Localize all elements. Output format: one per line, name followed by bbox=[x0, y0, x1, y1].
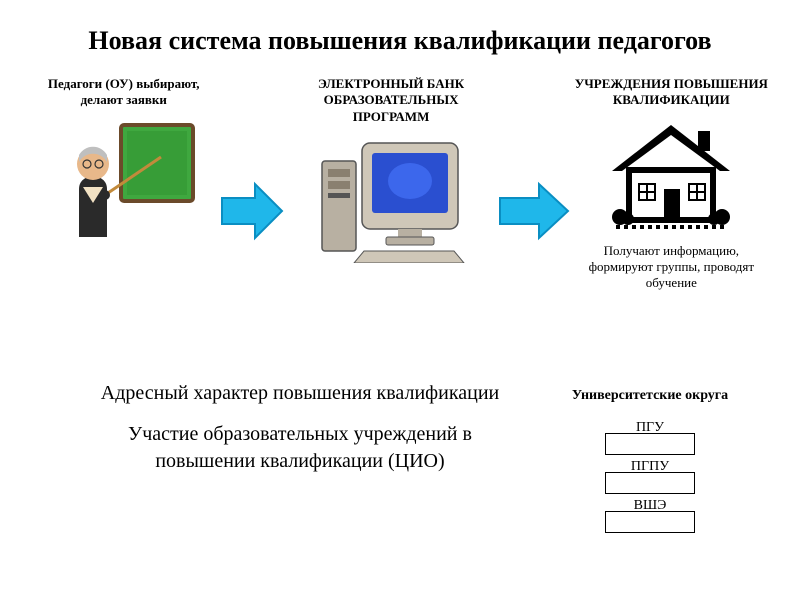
flow-row: Педагоги (ОУ) выбирают, делают заявки bbox=[0, 66, 800, 291]
col-teachers: Педагоги (ОУ) выбирают, делают заявки bbox=[30, 76, 217, 237]
col-bank-label: ЭЛЕКТРОННЫЙ БАНК ОБРАЗОВАТЕЛЬНЫХ ПРОГРАМ… bbox=[287, 76, 494, 125]
uni-box bbox=[605, 433, 695, 455]
computer-icon bbox=[316, 133, 466, 263]
col-bank: ЭЛЕКТРОННЫЙ БАНК ОБРАЗОВАТЕЛЬНЫХ ПРОГРАМ… bbox=[287, 76, 494, 263]
arrow-2-icon bbox=[495, 176, 573, 251]
col-teachers-label: Педагоги (ОУ) выбирают, делают заявки bbox=[30, 76, 217, 109]
uni-box bbox=[605, 511, 695, 533]
arrow-1-icon bbox=[217, 176, 287, 251]
lower-line-1: Адресный характер повышения квалификации bbox=[90, 380, 510, 407]
districts-heading: Университетские округа bbox=[540, 388, 760, 404]
lower-line-2: Участие образовательных учреждений в пов… bbox=[90, 421, 510, 475]
page-title: Новая система повышения квалификации пед… bbox=[0, 0, 800, 66]
uni-box bbox=[605, 472, 695, 494]
teacher-icon bbox=[49, 117, 199, 237]
districts-list: ПГУ ПГПУ ВШЭ bbox=[540, 420, 760, 537]
house-icon bbox=[606, 117, 736, 237]
university-districts: Университетские округа ПГУ ПГПУ ВШЭ bbox=[540, 388, 760, 537]
lower-text-block: Адресный характер повышения квалификации… bbox=[90, 380, 510, 489]
col-institution: УЧРЕЖДЕНИЯ ПОВЫШЕНИЯ КВАЛИФИКАЦИИ bbox=[573, 76, 770, 291]
col-institution-caption: Получают информацию, формируют группы, п… bbox=[573, 243, 770, 292]
col-institution-label: УЧРЕЖДЕНИЯ ПОВЫШЕНИЯ КВАЛИФИКАЦИИ bbox=[573, 76, 770, 109]
